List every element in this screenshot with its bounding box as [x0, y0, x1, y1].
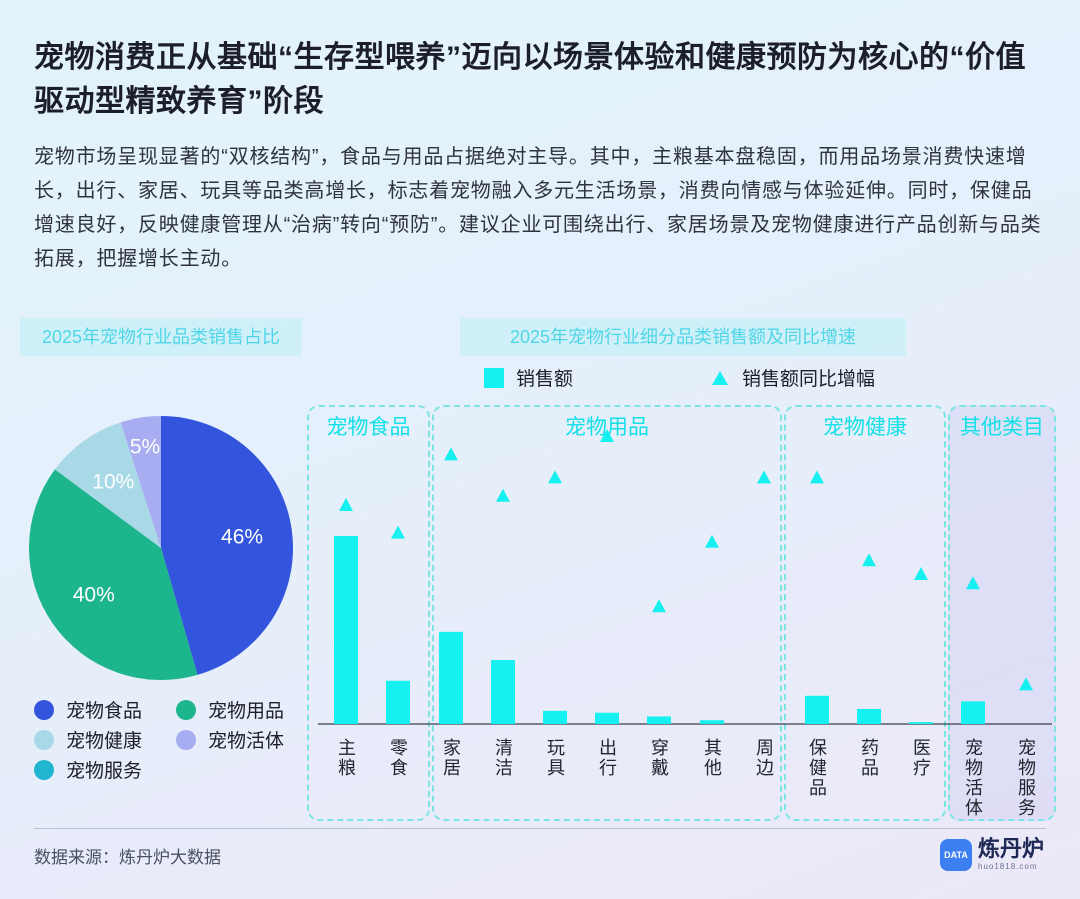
pie-legend-item-service: 宠物服务	[34, 756, 142, 783]
bar-sales-11	[909, 722, 933, 724]
x-tick-label-3: 清洁	[493, 738, 513, 778]
marker-growth-4	[548, 470, 562, 484]
group-label-food: 宠物食品	[326, 416, 411, 439]
marker-growth-13	[1019, 677, 1033, 691]
marker-growth-11	[914, 567, 928, 580]
pie-legend-dot-service	[34, 759, 54, 780]
bar-sales-10	[857, 708, 881, 724]
marker-growth-8	[757, 470, 771, 484]
bar-sales-12	[961, 701, 985, 724]
bar-sales-0	[334, 536, 358, 724]
page-title: 宠物消费正从基础“生存型喂养”迈向以场景体验和健康预防为核心的“价值驱动型精致养…	[34, 41, 1026, 118]
x-tick-label-9: 保健品	[807, 738, 827, 798]
marker-growth-5	[600, 429, 614, 442]
pie-slice-0	[161, 416, 294, 675]
brand-logo: DATA 炼丹炉 huo1818.com	[940, 838, 1044, 871]
x-tick-label-2: 家居	[441, 738, 461, 778]
pie-slice-label-2: 10%	[92, 470, 134, 493]
group-background-other	[948, 405, 1056, 821]
pie-legend-dot-supplies	[176, 699, 196, 720]
logo-name: 炼丹炉	[978, 836, 1045, 861]
x-tick-label-13: 宠物服务	[1016, 738, 1036, 818]
pie-slice-1	[28, 469, 198, 681]
footer-divider	[34, 828, 1046, 829]
marker-growth-3	[496, 488, 510, 502]
bar-sales-7	[700, 720, 724, 724]
x-tick-label-8: 周边	[754, 738, 774, 778]
bar-sales-9	[805, 695, 829, 724]
x-tick-label-6: 穿戴	[649, 738, 669, 778]
pie-legend-dot-live	[176, 729, 196, 750]
x-tick-label-10: 药品	[859, 738, 879, 778]
x-tick-label-0: 主粮	[336, 738, 356, 778]
pie-legend-dot-food	[34, 699, 54, 720]
x-tick-label-1: 零食	[388, 738, 408, 778]
logo-badge-icon: DATA	[940, 838, 972, 871]
group-label-health: 宠物健康	[823, 416, 907, 439]
bar-sales-4	[543, 710, 567, 724]
bar-sales-3	[491, 660, 515, 724]
data-source: 数据来源：炼丹炉大数据	[34, 848, 221, 867]
group-box-health	[784, 405, 946, 821]
marker-growth-12	[966, 576, 980, 590]
pie-chart-title: 2025年宠物行业品类销售占比	[20, 318, 302, 356]
x-tick-label-4: 玩具	[545, 738, 565, 778]
page-description: 宠物市场呈现显著的“双核结构”，食品与用品占据绝对主导。其中，主粮基本盘稳固，而…	[34, 146, 1042, 270]
pie-slice-3	[120, 416, 161, 548]
group-label-supplies: 宠物用品	[565, 416, 649, 439]
group-label-other: 其他类目	[960, 416, 1044, 439]
x-tick-label-11: 医疗	[911, 738, 931, 778]
pie-slice-2	[54, 422, 161, 548]
group-box-food	[307, 405, 430, 821]
bar-chart-title: 2025年宠物行业细分品类销售额及同比增速	[460, 318, 906, 356]
marker-growth-1	[391, 525, 405, 539]
x-tick-label-12: 宠物活体	[963, 738, 983, 818]
legend-item-growth: 销售额同比增幅	[712, 364, 875, 391]
pie-legend-item-live: 宠物活体	[176, 726, 284, 753]
marker-growth-6	[652, 599, 666, 613]
legend-item-sales: 销售额	[484, 364, 573, 391]
bar-sales-5	[595, 712, 619, 724]
legend-swatch-triangle-icon	[712, 370, 728, 385]
bar-sales-1	[386, 680, 410, 724]
logo-url: huo1818.com	[978, 862, 1038, 871]
legend-swatch-square-icon	[484, 367, 504, 388]
marker-growth-10	[862, 553, 876, 567]
pie-slice-label-0: 46%	[221, 526, 263, 549]
bar-sales-2	[439, 631, 463, 724]
pie-slice-label-3: 5%	[130, 435, 160, 458]
pie-legend-item-supplies: 宠物用品	[176, 696, 284, 723]
pie-legend-item-health: 宠物健康	[34, 726, 142, 753]
x-tick-label-5: 出行	[597, 738, 617, 778]
x-tick-label-7: 其他	[702, 738, 722, 778]
pie-legend-item-food: 宠物食品	[34, 696, 142, 723]
marker-growth-2	[444, 447, 458, 461]
group-box-other	[948, 405, 1056, 821]
bar-sales-6	[647, 716, 671, 724]
marker-growth-7	[705, 534, 719, 548]
marker-growth-9	[810, 470, 824, 484]
pie-slice-label-1: 40%	[73, 584, 115, 607]
pie-legend-dot-health	[34, 729, 54, 750]
group-box-supplies	[432, 405, 782, 821]
marker-growth-0	[339, 498, 353, 511]
